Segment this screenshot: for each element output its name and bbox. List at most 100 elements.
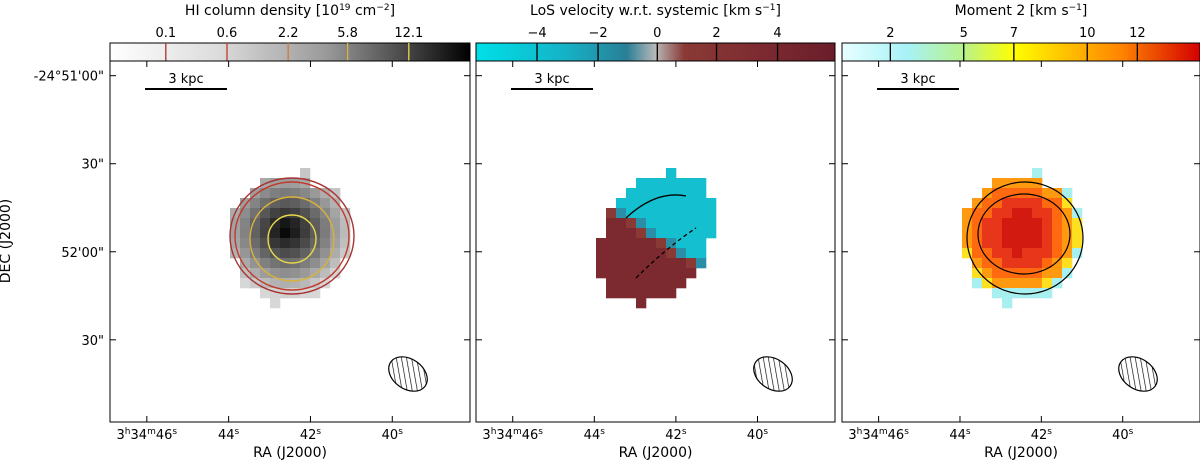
map-pixel <box>972 278 983 289</box>
map-pixel <box>1042 218 1053 229</box>
contour-positive <box>625 194 687 219</box>
map-pixel <box>310 258 321 269</box>
map-pixel <box>686 178 697 189</box>
map-pixel <box>300 278 311 289</box>
map-pixel <box>666 208 677 219</box>
map-pixel <box>992 198 1003 209</box>
map-pixel <box>616 198 627 209</box>
map-pixel <box>330 258 341 269</box>
x-tick-label: 40s <box>747 427 769 443</box>
map-pixel <box>240 228 251 239</box>
map-pixel <box>300 258 311 269</box>
map-pixel <box>636 288 647 299</box>
map-pixel <box>1022 238 1033 249</box>
map-pixel <box>596 238 607 249</box>
map-pixel <box>626 228 637 239</box>
map-pixel <box>982 238 993 249</box>
map-pixel <box>666 188 677 199</box>
map-pixel <box>320 238 331 249</box>
map-pixel <box>696 258 707 269</box>
map-pixel <box>300 168 311 179</box>
map-pixel <box>992 248 1003 259</box>
map-pixel <box>656 198 667 209</box>
map-pixel <box>656 188 667 199</box>
map-pixel <box>656 268 667 279</box>
map-pixel <box>606 208 617 219</box>
map-pixel <box>290 198 301 209</box>
map-pixel <box>636 188 647 199</box>
map-pixel <box>320 218 331 229</box>
map-pixel <box>270 188 281 199</box>
map-pixel <box>676 248 687 259</box>
colorbar <box>109 42 471 62</box>
map-pixel <box>330 208 341 219</box>
map-pixel <box>240 248 251 259</box>
map-pixel <box>1062 188 1073 199</box>
map-pixel <box>330 238 341 249</box>
map-pixel <box>230 248 241 259</box>
map-pixel <box>676 218 687 229</box>
map-pixel <box>616 218 627 229</box>
map-pixel <box>300 198 311 209</box>
map-pixel <box>250 258 261 269</box>
scale-bar-label: 3 kpc <box>168 72 203 87</box>
map-pixel <box>250 228 261 239</box>
map-pixel <box>606 258 617 269</box>
map-pixel <box>290 228 301 239</box>
map-pixel <box>992 208 1003 219</box>
map-pixel <box>982 188 993 199</box>
map-pixel <box>646 178 657 189</box>
map-pixel <box>656 218 667 229</box>
map-pixel <box>1022 248 1033 259</box>
map-pixel <box>626 288 637 299</box>
map-pixel <box>300 248 311 259</box>
map-pixel <box>1032 188 1043 199</box>
map-pixel <box>290 218 301 229</box>
map-pixel <box>290 208 301 219</box>
map-pixel <box>666 258 677 269</box>
map-pixel <box>1002 228 1013 239</box>
map-pixel <box>696 248 707 259</box>
map-pixel <box>1062 218 1073 229</box>
map-pixel <box>320 188 331 199</box>
map-pixel <box>1052 268 1063 279</box>
colorbar-tick-label: 5 <box>960 26 968 41</box>
x-tick-label: 3h34m46s <box>117 427 178 443</box>
map-pixel <box>666 278 677 289</box>
colorbar-tick-label: 5.8 <box>337 26 358 41</box>
colorbar-tick-label: −4 <box>527 26 546 41</box>
map-pixel <box>1002 288 1013 299</box>
x-tick-label: 44s <box>584 427 606 443</box>
map-pixel <box>300 208 311 219</box>
map-pixel <box>656 238 667 249</box>
map-pixel <box>972 258 983 269</box>
colorbar <box>475 42 836 62</box>
map-pixel <box>646 218 657 229</box>
map-pixel <box>1012 198 1023 209</box>
map-pixel <box>1062 228 1073 239</box>
map-pixel <box>606 228 617 239</box>
map-pixel <box>962 248 973 259</box>
map-pixel <box>240 218 251 229</box>
map-pixel <box>656 288 667 299</box>
map-pixel <box>982 268 993 279</box>
map-pixel <box>676 208 687 219</box>
map-pixel <box>1002 248 1013 259</box>
map-pixel <box>250 218 261 229</box>
map-pixel <box>280 228 291 239</box>
x-tick-label: 44s <box>949 427 971 443</box>
map-pixel <box>606 238 617 249</box>
galaxy-map <box>596 168 717 309</box>
map-pixel <box>1072 228 1083 239</box>
map-pixel <box>270 288 281 299</box>
map-pixel <box>280 268 291 279</box>
map-pixel <box>992 218 1003 229</box>
map-pixel <box>1002 218 1013 229</box>
map-pixel <box>310 218 321 229</box>
map-pixel <box>666 168 677 179</box>
map-pixel <box>972 208 983 219</box>
map-pixel <box>646 188 657 199</box>
map-pixel <box>1042 258 1053 269</box>
map-pixel <box>1002 258 1013 269</box>
